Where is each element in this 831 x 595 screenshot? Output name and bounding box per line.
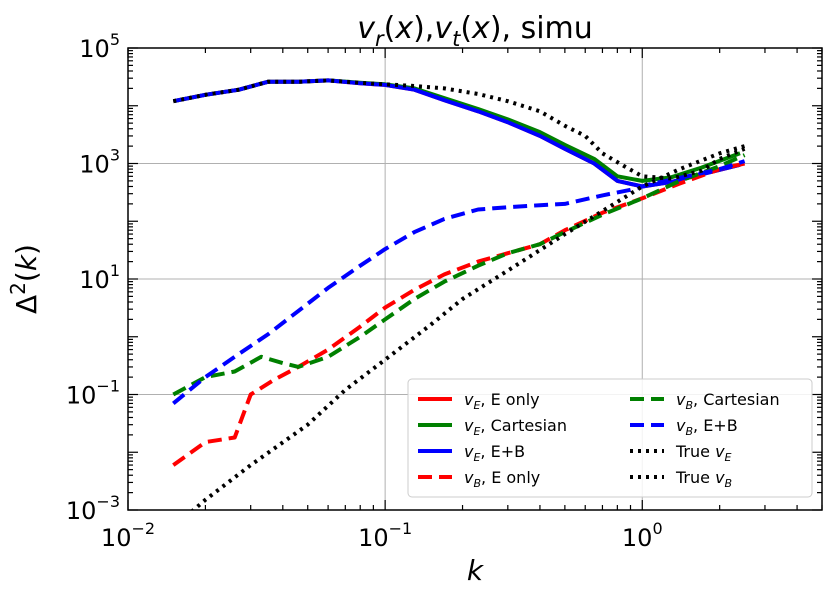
legend-label-part: True [675, 468, 715, 487]
legend-label: vE, E+B [464, 442, 525, 464]
legend-label-part: v [676, 416, 686, 435]
legend-label-part: , Cartesian [480, 416, 567, 435]
legend-label-part: v [464, 442, 474, 461]
legend-label-part: E [473, 451, 480, 464]
ylabel-part: Δ [10, 295, 43, 314]
series-line-7 [190, 144, 746, 510]
series-line-1 [172, 78, 741, 183]
legend-label-part: v [676, 390, 686, 409]
legend-label: vE, E only [464, 390, 540, 412]
legend-label-part: , E only [481, 468, 540, 487]
plot-frame [127, 47, 823, 511]
y-axis-label: Δ2(k) [6, 244, 43, 314]
legend-label-part: True [675, 442, 715, 461]
legend-label-part: v [464, 468, 474, 487]
legend-label-part: B [685, 425, 693, 438]
legend-label-part: E [473, 425, 480, 438]
series-line-5 [172, 159, 746, 405]
title-part: x [471, 11, 490, 46]
x-tick-label: 10−2 [101, 519, 155, 552]
legend-label: True vE [675, 442, 732, 464]
legend-label-part: , Cartesian [693, 390, 780, 409]
legend-label-part: B [725, 477, 733, 490]
legend-label-part: B [685, 399, 693, 412]
title-part: x [394, 11, 413, 46]
legend-label-part: B [473, 477, 481, 490]
x-tick-label: 10−1 [358, 519, 412, 552]
title-part: v [357, 11, 376, 46]
legend-label-part: , E+B [480, 442, 525, 461]
legend-label-part: v [715, 442, 725, 461]
ylabel-part: 2 [6, 282, 30, 295]
x-axis-label: k [467, 554, 485, 587]
title-part: t [452, 27, 461, 51]
legend-label: vB, Cartesian [676, 390, 780, 412]
ylabel-part: ( [10, 271, 43, 282]
chart-title: vr(x),vt(x), simu [357, 11, 593, 51]
series-line-2 [172, 78, 741, 189]
legend-label-part: , E only [480, 390, 539, 409]
legend-label: vB, E+B [676, 416, 738, 438]
legend-label: vB, E only [464, 468, 540, 490]
title-part: v [434, 11, 453, 46]
legend-label-part: , E+B [693, 416, 738, 435]
legend-label-part: E [473, 399, 480, 412]
y-tick-label: 10−1 [66, 377, 120, 410]
ylabel-part: ) [10, 244, 43, 255]
legend-label-part: E [725, 451, 732, 464]
y-tick-label: 103 [79, 146, 120, 179]
title-part: ( [384, 11, 396, 46]
x-tick-label: 100 [622, 519, 663, 552]
title-part: ), [413, 11, 434, 46]
series-line-4 [172, 153, 746, 397]
title-part: r [375, 27, 385, 51]
y-axis-ticks: 10−3 10−1 101 103 105 [66, 30, 822, 525]
legend-box [407, 378, 813, 498]
x-axis-ticks: 10−2 10−1 100 [101, 48, 823, 552]
y-tick-label: 101 [79, 261, 120, 294]
series-line-0 [172, 78, 741, 189]
title-part: ), simu [490, 11, 593, 46]
series-line-6 [172, 78, 746, 181]
title-part: ( [460, 11, 472, 46]
legend-label-part: v [715, 468, 725, 487]
legend-label: vE, Cartesian [464, 416, 567, 438]
series-lines [172, 78, 746, 510]
legend-label-part: v [464, 390, 474, 409]
y-tick-label: 105 [79, 30, 120, 63]
ylabel-part: k [10, 253, 43, 271]
y-tick-label: 10−3 [66, 492, 120, 525]
legend-label: True vB [675, 468, 732, 490]
legend-label-part: v [464, 416, 474, 435]
